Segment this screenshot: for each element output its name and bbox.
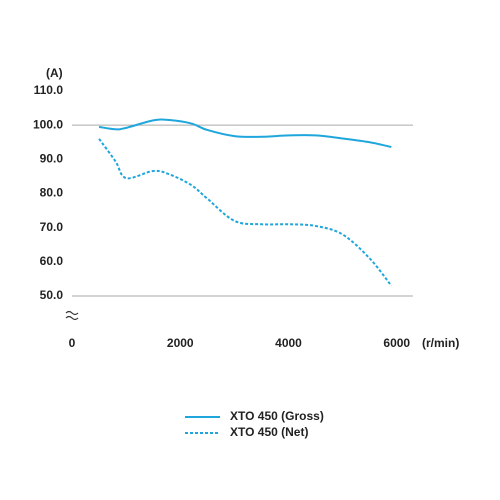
y-tick-label: 60.0 bbox=[40, 254, 64, 268]
x-tick-label: 6000 bbox=[383, 336, 410, 350]
series-line bbox=[98, 138, 393, 287]
legend-label: XTO 450 (Net) bbox=[230, 425, 308, 439]
legend-label: XTO 450 (Gross) bbox=[230, 409, 324, 423]
axis-break bbox=[65, 310, 79, 321]
y-tick-label: 110.0 bbox=[34, 83, 64, 97]
series-line bbox=[98, 118, 392, 149]
y-unit: (A) bbox=[46, 66, 63, 80]
x-tick-label: 2000 bbox=[167, 336, 194, 350]
y-tick-label: 50.0 bbox=[40, 288, 64, 302]
x-unit: (r/min) bbox=[422, 336, 459, 350]
y-tick-label: 100.0 bbox=[33, 117, 63, 131]
y-tick-label: 90.0 bbox=[40, 152, 64, 166]
y-tick-label: 80.0 bbox=[40, 186, 64, 200]
y-tick-label: 70.0 bbox=[40, 220, 64, 234]
x-tick-label: 4000 bbox=[275, 336, 302, 350]
x-tick-label: 0 bbox=[69, 336, 76, 350]
